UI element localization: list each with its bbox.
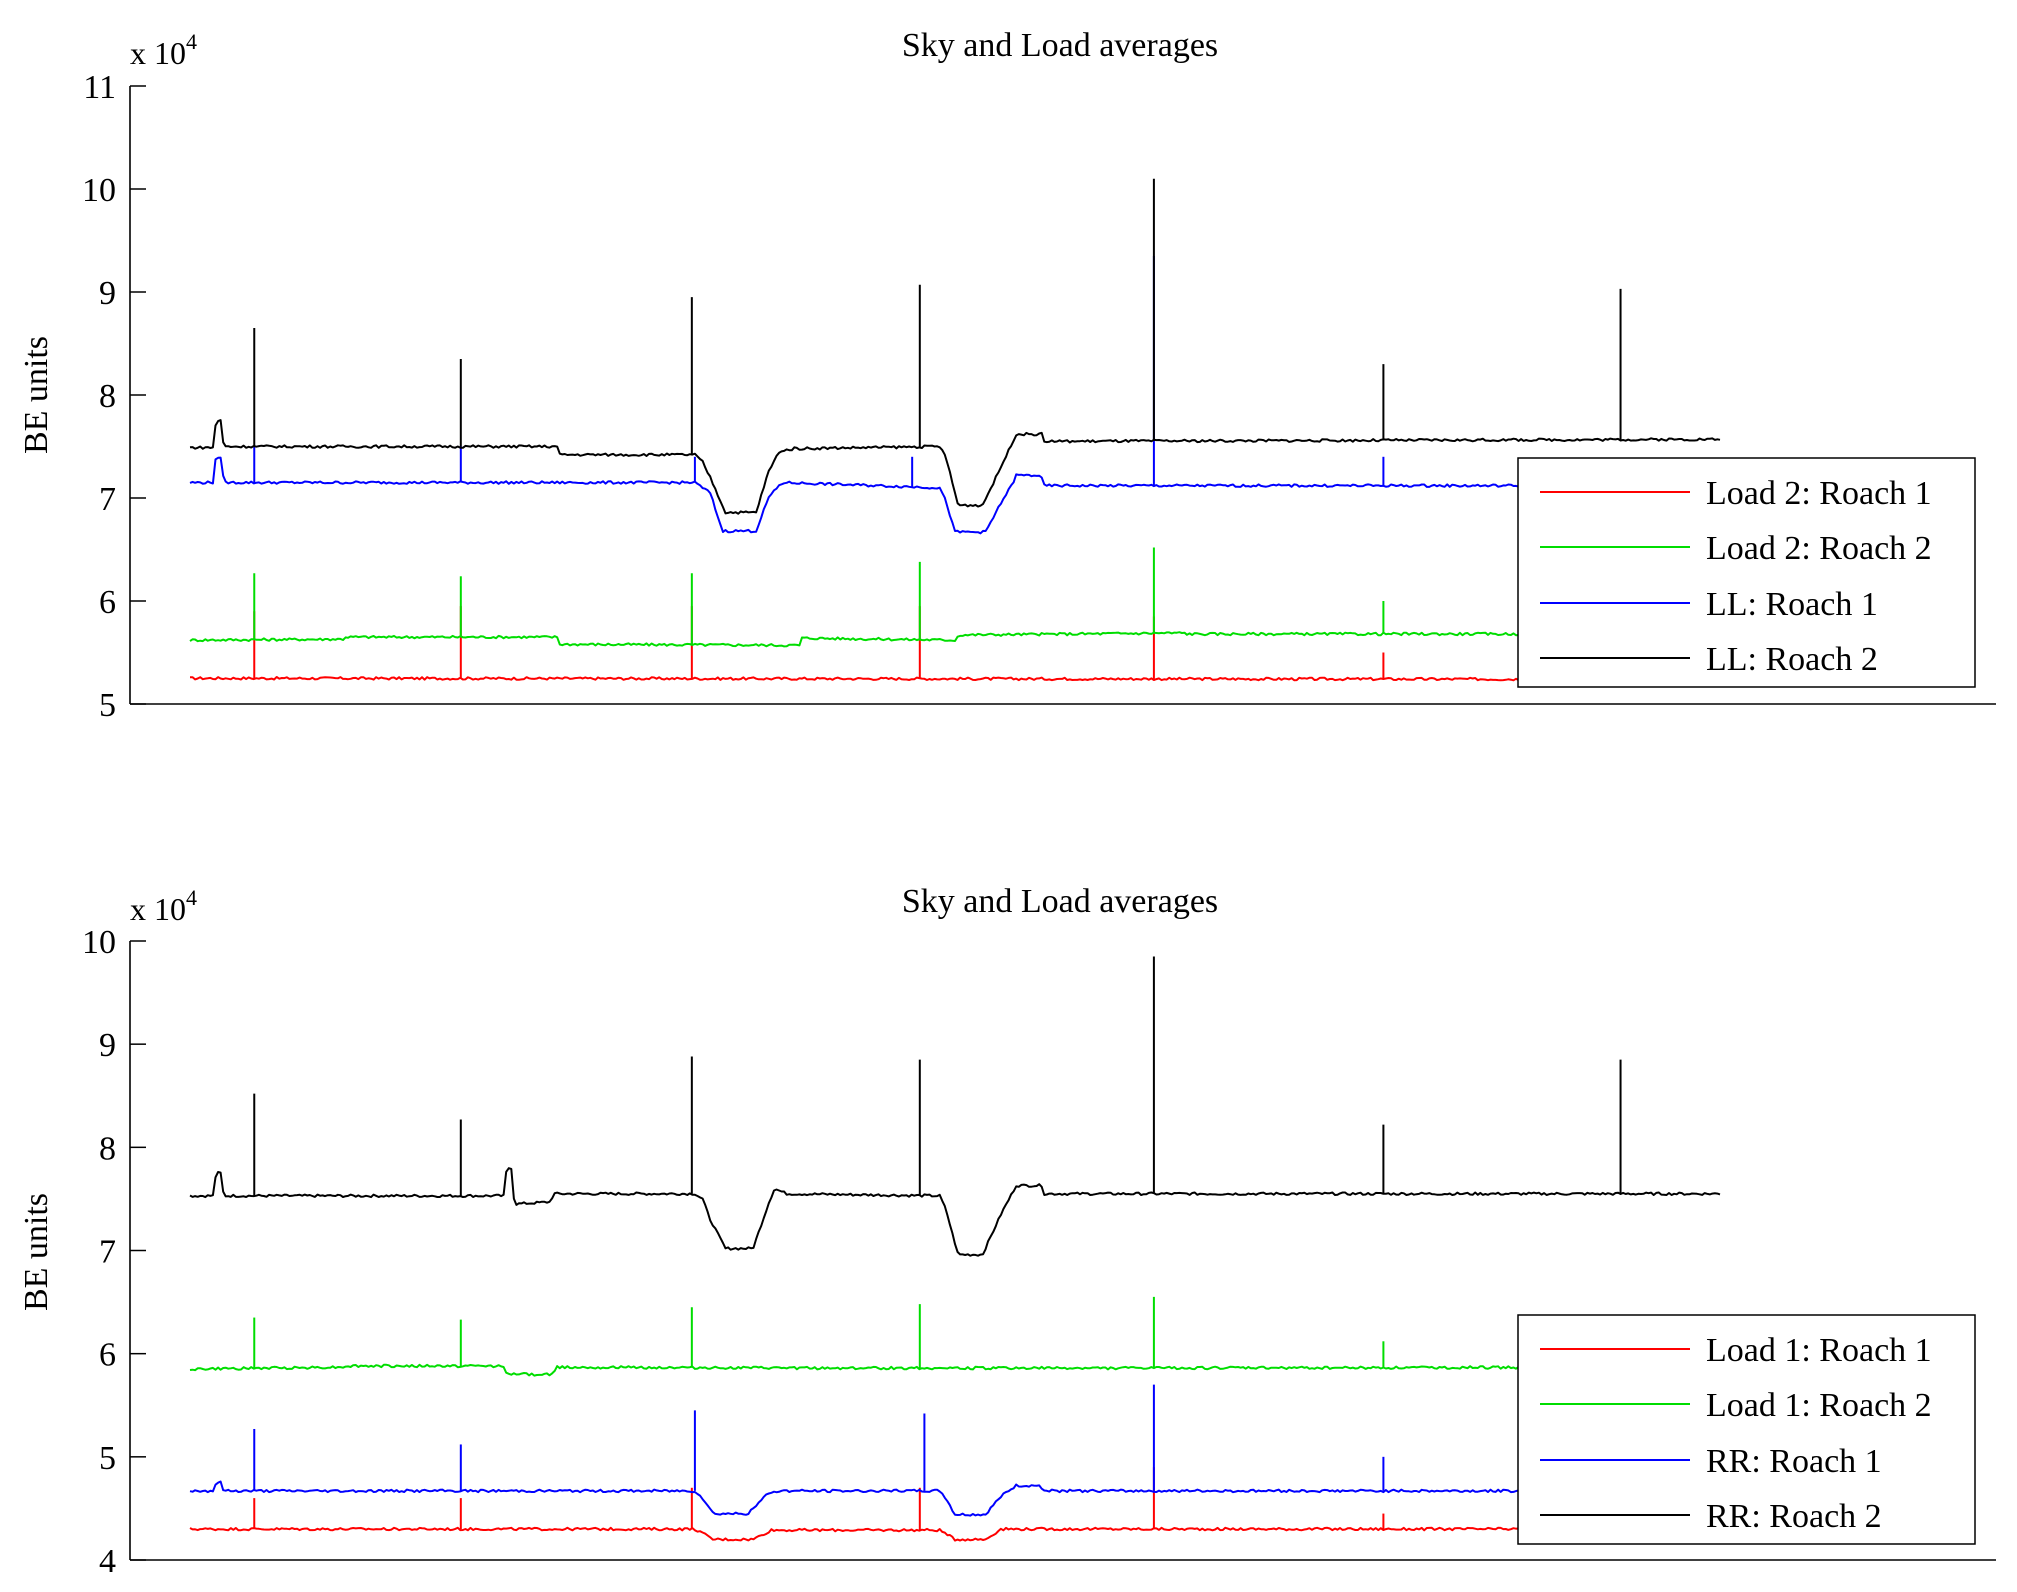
y-tick-label: 4 <box>99 1543 116 1580</box>
series-line-bottom-1 <box>189 1363 1721 1377</box>
y-tick-label: 9 <box>99 1027 116 1064</box>
series-line-bottom-0 <box>189 1526 1721 1542</box>
y-tick-label: 11 <box>83 69 116 106</box>
legend-box-top <box>1517 457 1976 688</box>
y-tick-label: 5 <box>99 1440 116 1477</box>
y-multiplier-exp-bottom: 4 <box>186 885 197 910</box>
y-multiplier-top: x 104 <box>130 29 197 71</box>
legend-label-bottom-0: Load 1: Roach 1 <box>1706 1332 1932 1369</box>
y-ticks-top: 5 6 7 8 9 10 11 <box>82 69 146 724</box>
series-line-bottom-3 <box>189 1167 1721 1257</box>
y-axis-label-bottom: BE units <box>18 1193 55 1311</box>
y-multiplier-bottom: x 104 <box>130 885 197 927</box>
legend-label-bottom-1: Load 1: Roach 2 <box>1706 1387 1932 1424</box>
series-line-top-3 <box>189 419 1721 515</box>
y-multiplier-exp-top: 4 <box>186 29 197 54</box>
y-tick-label: 6 <box>99 1337 116 1374</box>
legend-box-bottom <box>1517 1314 1976 1545</box>
legend-label-bottom-3: RR: Roach 2 <box>1706 1498 1882 1535</box>
legend-label-top-1: Load 2: Roach 2 <box>1706 530 1932 567</box>
chart-title-bottom: Sky and Load averages <box>902 883 1218 920</box>
y-axis-label-top: BE units <box>18 336 55 454</box>
y-multiplier-base-bottom: x 10 <box>130 891 186 927</box>
series-line-top-0 <box>190 676 1720 682</box>
legend-label-top-0: Load 2: Roach 1 <box>1706 475 1932 512</box>
series-lines-top <box>189 178 1721 682</box>
y-tick-label: 5 <box>99 687 116 724</box>
y-tick-label: 7 <box>99 481 116 518</box>
y-tick-label: 8 <box>99 378 116 415</box>
legend-label-top-2: LL: Roach 1 <box>1706 586 1878 623</box>
legend-label-top-3: LL: Roach 2 <box>1706 641 1878 678</box>
series-line-bottom-2 <box>189 1480 1721 1517</box>
y-tick-label: 9 <box>99 275 116 312</box>
y-tick-label: 8 <box>99 1130 116 1167</box>
series-line-top-2 <box>189 456 1721 535</box>
y-multiplier-base-top: x 10 <box>130 35 186 71</box>
y-tick-label: 7 <box>99 1234 116 1271</box>
y-tick-label: 10 <box>82 172 116 209</box>
chart-top: Sky and Load averages BE units x 104 5 6 7… <box>18 27 1996 724</box>
legend-label-bottom-2: RR: Roach 1 <box>1706 1443 1882 1480</box>
y-tick-label: 10 <box>82 924 116 961</box>
legend-top: Load 2: Roach 1 Load 2: Roach 2 LL: Roac… <box>1517 457 1976 688</box>
chart-bottom: Sky and Load averages BE units x 104 456… <box>18 883 1996 1580</box>
series-line-top-1 <box>189 631 1721 648</box>
chart-title-top: Sky and Load averages <box>902 27 1218 64</box>
y-ticks-bottom: 4 5 6 7 8 9 10 <box>82 924 146 1580</box>
series-lines-bottom <box>189 956 1721 1542</box>
legend-bottom: Load 1: Roach 1 Load 1: Roach 2 RR: Roac… <box>1517 1314 1976 1545</box>
y-tick-label: 6 <box>99 584 116 621</box>
